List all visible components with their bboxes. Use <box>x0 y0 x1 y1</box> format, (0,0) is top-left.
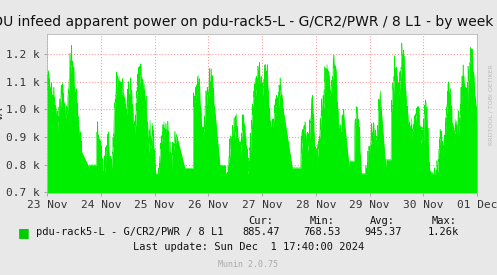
Text: Munin 2.0.75: Munin 2.0.75 <box>219 260 278 269</box>
Text: Min:: Min: <box>310 216 334 226</box>
Text: 768.53: 768.53 <box>303 227 341 237</box>
Text: RRDTOOL / TOBI OETIKER: RRDTOOL / TOBI OETIKER <box>489 64 494 145</box>
Text: Max:: Max: <box>431 216 456 226</box>
Text: ■: ■ <box>17 226 29 239</box>
Text: PDU infeed apparent power on pdu-rack5-L - G/CR2/PWR / 8 L1 - by week: PDU infeed apparent power on pdu-rack5-L… <box>0 15 493 29</box>
Text: Cur:: Cur: <box>248 216 273 226</box>
Text: pdu-rack5-L - G/CR2/PWR / 8 L1: pdu-rack5-L - G/CR2/PWR / 8 L1 <box>36 227 223 237</box>
Y-axis label: VA: VA <box>0 106 4 121</box>
Text: Last update: Sun Dec  1 17:40:00 2024: Last update: Sun Dec 1 17:40:00 2024 <box>133 243 364 252</box>
Text: Avg:: Avg: <box>370 216 395 226</box>
Text: 1.26k: 1.26k <box>428 227 459 237</box>
Text: 945.37: 945.37 <box>364 227 402 237</box>
Text: 885.47: 885.47 <box>242 227 280 237</box>
